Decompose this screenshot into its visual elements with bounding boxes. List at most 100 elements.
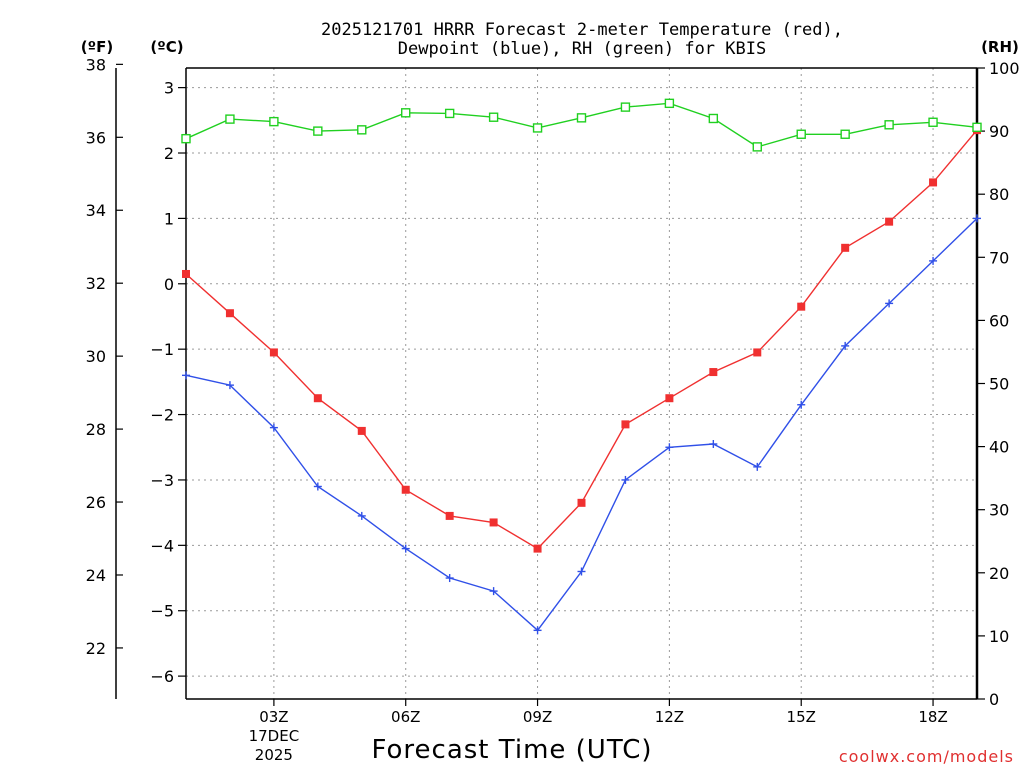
fahrenheit-tick-label: 22 bbox=[86, 639, 106, 658]
dewpoint-point bbox=[973, 214, 981, 223]
x-tick-label: 09Z bbox=[523, 708, 552, 726]
rh-point bbox=[752, 142, 762, 152]
fahrenheit-tick-label: 24 bbox=[86, 566, 106, 585]
rh-point bbox=[401, 108, 411, 118]
temperature-point bbox=[709, 368, 718, 377]
celsius-tick-label: 0 bbox=[164, 275, 174, 294]
temperature-series-line bbox=[185, 129, 978, 550]
rh-point bbox=[269, 116, 279, 127]
axes bbox=[115, 63, 985, 706]
rh-tick-label: 90 bbox=[989, 122, 1009, 141]
tick-labels: 3210−1−2−3−4−5−6383634323028262422100908… bbox=[86, 55, 1020, 764]
dewpoint-point bbox=[665, 443, 674, 452]
x-tick-label: 15Z bbox=[787, 708, 816, 726]
fahrenheit-tick-label: 26 bbox=[86, 493, 106, 512]
temperature-point bbox=[665, 394, 674, 403]
credit-link[interactable]: coolwx.com/models bbox=[839, 747, 1014, 766]
dewpoint-point bbox=[929, 256, 938, 265]
celsius-tick-label: 1 bbox=[164, 209, 174, 228]
rh-point bbox=[928, 117, 938, 127]
temperature-point bbox=[357, 426, 366, 435]
x-axis-label: Forecast Time (UTC) bbox=[371, 735, 652, 765]
temperature-point bbox=[269, 348, 278, 357]
rh-point bbox=[708, 113, 719, 124]
rh-unit-label: (RH) bbox=[981, 38, 1019, 56]
temperature-point bbox=[313, 394, 322, 403]
celsius-tick-label: −6 bbox=[150, 667, 174, 686]
rh-point bbox=[313, 126, 323, 136]
temperature-point bbox=[885, 217, 894, 226]
fahrenheit-tick-label: 34 bbox=[86, 201, 106, 220]
dewpoint-point bbox=[313, 482, 322, 491]
x-tick-date-label: 17DEC bbox=[249, 727, 300, 745]
dewpoint-point bbox=[225, 381, 234, 390]
celsius-tick-label: −2 bbox=[150, 406, 174, 425]
rh-point bbox=[357, 125, 367, 135]
x-tick-label: 06Z bbox=[391, 708, 420, 726]
temperature-point bbox=[225, 309, 234, 318]
celsius-tick-label: 3 bbox=[164, 79, 174, 98]
temperature-point bbox=[841, 243, 850, 252]
rh-tick-label: 0 bbox=[989, 690, 999, 709]
celsius-tick-label: 2 bbox=[164, 144, 174, 163]
rh-point bbox=[796, 129, 806, 139]
dewpoint-point bbox=[621, 475, 630, 484]
dewpoint-point bbox=[489, 587, 498, 596]
celsius-unit-label: (ºC) bbox=[150, 38, 183, 56]
dewpoint-point bbox=[709, 439, 718, 448]
dewpoint-point bbox=[841, 341, 850, 350]
rh-point bbox=[576, 113, 587, 123]
temperature-point bbox=[489, 518, 498, 527]
rh-tick-label: 10 bbox=[989, 627, 1009, 646]
rh-tick-label: 100 bbox=[989, 59, 1020, 78]
temperature-point bbox=[401, 485, 410, 494]
rh-tick-label: 80 bbox=[989, 185, 1009, 204]
temperature-point bbox=[929, 178, 938, 187]
fahrenheit-tick-label: 32 bbox=[86, 274, 106, 293]
fahrenheit-tick-label: 30 bbox=[86, 347, 106, 366]
x-tick-year-label: 2025 bbox=[255, 746, 293, 764]
rh-point bbox=[444, 108, 455, 119]
rh-point bbox=[488, 112, 499, 122]
dewpoint-point bbox=[445, 574, 454, 583]
rh-point bbox=[884, 120, 894, 130]
x-tick-label: 03Z bbox=[259, 708, 288, 726]
rh-tick-label: 40 bbox=[989, 438, 1009, 457]
rh-tick-label: 70 bbox=[989, 248, 1009, 267]
rh-point bbox=[532, 123, 543, 133]
rh-series-line bbox=[185, 102, 978, 148]
data-series bbox=[181, 98, 982, 635]
dewpoint-point bbox=[357, 511, 366, 520]
dewpoint-point bbox=[269, 423, 278, 432]
chart-title-line2: Dewpoint (blue), RH (green) for KBIS bbox=[398, 39, 766, 59]
rh-point bbox=[972, 122, 982, 133]
fahrenheit-tick-label: 28 bbox=[86, 420, 106, 439]
x-tick-label: 12Z bbox=[655, 708, 684, 726]
rh-tick-label: 60 bbox=[989, 311, 1009, 330]
temperature-point bbox=[753, 348, 762, 357]
chart-title-line1: 2025121701 HRRR Forecast 2-meter Tempera… bbox=[321, 20, 843, 40]
rh-point bbox=[225, 114, 235, 124]
temperature-point bbox=[797, 302, 806, 311]
fahrenheit-unit-label: (ºF) bbox=[81, 38, 113, 56]
celsius-tick-label: −3 bbox=[150, 471, 174, 490]
temperature-point bbox=[182, 269, 190, 278]
x-tick-label: 18Z bbox=[918, 708, 947, 726]
temperature-point bbox=[621, 420, 630, 429]
fahrenheit-tick-label: 38 bbox=[86, 55, 106, 74]
rh-tick-label: 20 bbox=[989, 564, 1009, 583]
rh-point bbox=[620, 102, 631, 112]
dewpoint-point bbox=[401, 544, 410, 553]
celsius-tick-label: −4 bbox=[150, 536, 174, 555]
temperature-point bbox=[577, 498, 586, 507]
temperature-point bbox=[445, 511, 454, 520]
temperature-point bbox=[533, 544, 542, 553]
rh-point bbox=[840, 129, 850, 139]
dewpoint-point bbox=[753, 462, 762, 471]
celsius-tick-label: −5 bbox=[150, 602, 174, 621]
dewpoint-point bbox=[797, 400, 806, 409]
dewpoint-point bbox=[182, 371, 190, 380]
rh-tick-label: 30 bbox=[989, 501, 1009, 520]
rh-point bbox=[181, 133, 191, 144]
